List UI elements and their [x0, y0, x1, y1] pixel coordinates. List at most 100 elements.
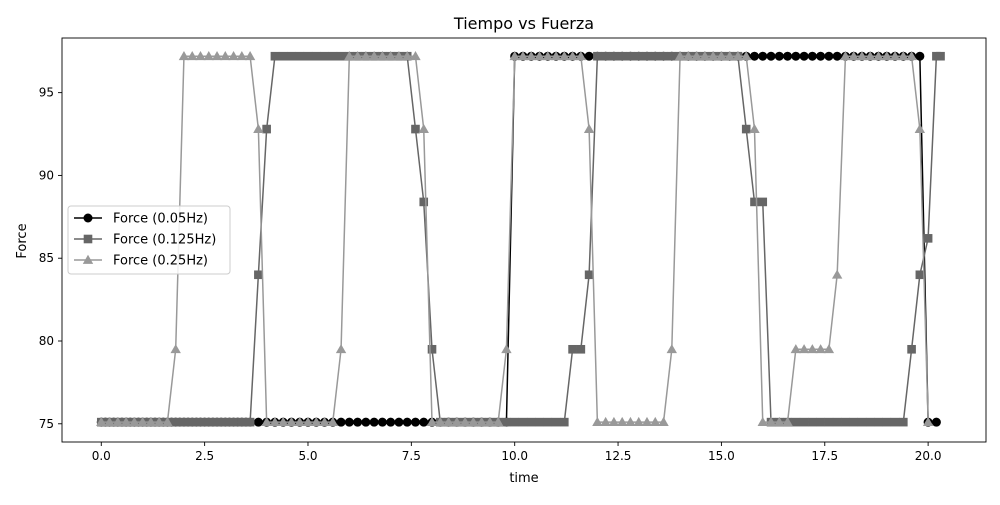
data-point — [575, 51, 587, 61]
data-point — [360, 51, 372, 61]
data-point — [707, 51, 719, 61]
data-point — [774, 416, 785, 427]
data-point — [344, 417, 354, 427]
data-point — [609, 51, 619, 61]
data-point — [724, 51, 735, 61]
data-point — [816, 51, 826, 61]
axes: 0.0 2.5 5.0 7.5 10.0 12.5 15.0 17.5 20.0 75 80 85 90… — [39, 37, 987, 463]
data-point — [196, 417, 205, 427]
x-tick-label: 7.5 — [402, 449, 421, 463]
data-point — [229, 417, 238, 427]
data-point — [220, 51, 231, 61]
data-point — [270, 51, 280, 61]
data-point — [286, 416, 297, 427]
data-point — [592, 416, 603, 427]
data-point — [824, 51, 834, 61]
data-point — [153, 416, 165, 427]
data-point — [550, 51, 562, 61]
data-point — [385, 51, 396, 61]
data-point — [798, 344, 810, 354]
data-point — [865, 417, 875, 427]
data-point — [601, 51, 610, 61]
data-point — [824, 417, 834, 427]
data-point — [791, 51, 801, 61]
data-point — [923, 234, 933, 243]
data-point — [641, 416, 653, 427]
chart-title: Tiempo vs Fuerza — [453, 14, 594, 33]
data-point — [749, 123, 760, 133]
data-point — [666, 344, 677, 354]
data-point — [394, 417, 404, 427]
data-point — [583, 123, 595, 133]
data-point — [302, 416, 314, 427]
x-tick-label: 0.0 — [92, 449, 111, 463]
data-point — [816, 417, 825, 427]
data-point — [832, 51, 842, 61]
data-point — [129, 416, 140, 427]
plot-area — [96, 51, 945, 427]
data-point — [848, 51, 859, 61]
data-point — [560, 417, 569, 427]
data-point — [856, 51, 868, 61]
data-point — [295, 51, 305, 61]
data-point — [335, 344, 347, 354]
data-point — [774, 51, 784, 61]
data-point — [757, 416, 768, 427]
data-point — [815, 344, 826, 354]
data-point — [171, 417, 180, 427]
data-point — [783, 51, 793, 61]
data-point — [228, 51, 239, 61]
data-point — [691, 51, 702, 61]
data-point — [568, 344, 577, 354]
data-point — [808, 417, 817, 427]
data-point — [236, 51, 248, 61]
data-point — [840, 51, 851, 61]
data-point — [204, 417, 214, 427]
data-point — [269, 416, 281, 427]
data-point — [426, 416, 438, 427]
data-point — [750, 197, 759, 207]
data-point — [287, 51, 296, 61]
data-point — [616, 416, 628, 427]
legend-label: Force (0.05Hz) — [113, 212, 208, 227]
data-point — [377, 417, 387, 427]
y-tick-label: 95 — [39, 86, 54, 100]
legend-marker — [82, 254, 94, 264]
data-point — [567, 51, 578, 61]
data-point — [642, 51, 652, 61]
data-point — [799, 51, 809, 61]
y-tick-label: 80 — [39, 334, 54, 348]
x-axis-label: time — [509, 471, 538, 486]
data-point — [716, 51, 727, 61]
data-point — [476, 416, 487, 427]
data-point — [203, 51, 214, 61]
data-point — [890, 417, 900, 427]
data-point — [517, 51, 529, 61]
data-point — [212, 417, 222, 427]
data-point — [658, 416, 669, 427]
data-point — [832, 417, 842, 427]
data-point — [262, 124, 271, 134]
data-point — [899, 417, 908, 427]
data-point — [278, 51, 288, 61]
data-point — [782, 416, 793, 427]
data-point — [881, 51, 892, 61]
data-point — [170, 344, 181, 354]
data-point — [336, 417, 346, 427]
data-point — [501, 344, 512, 354]
data-point — [799, 417, 809, 427]
data-point — [600, 416, 611, 427]
data-point — [741, 51, 752, 61]
data-point — [402, 417, 412, 427]
legend-label: Force (0.125Hz) — [113, 233, 216, 248]
data-point — [178, 51, 190, 61]
axes-frame — [61, 37, 987, 443]
data-point — [261, 416, 272, 427]
data-point — [187, 417, 197, 427]
data-point — [922, 416, 934, 427]
data-point — [402, 51, 413, 61]
data-point — [320, 51, 329, 61]
data-point — [608, 416, 620, 427]
